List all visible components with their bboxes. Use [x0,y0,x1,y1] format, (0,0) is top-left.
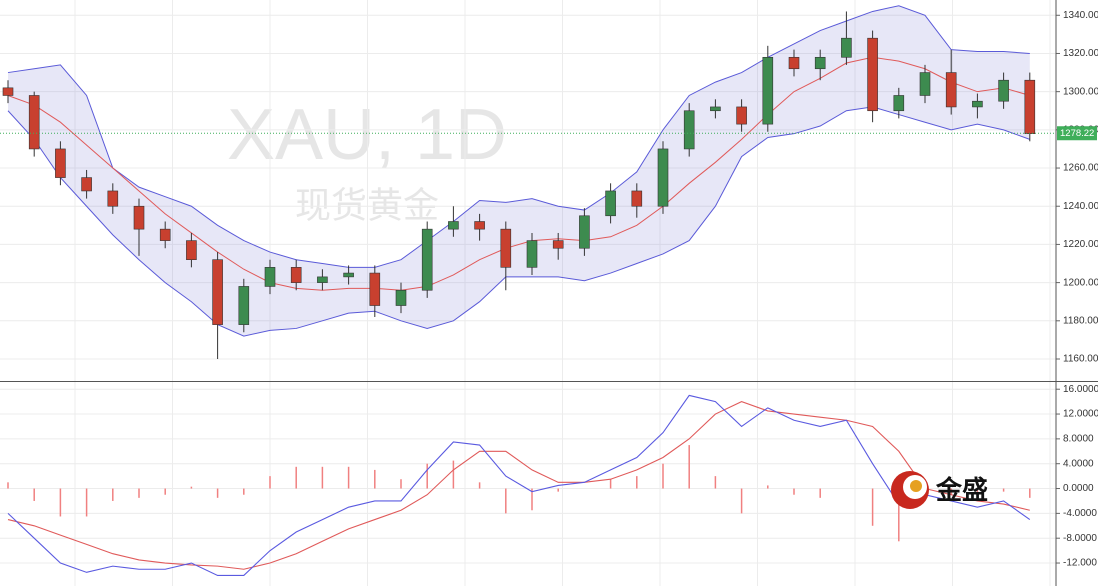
last-price-label: 1278.22 [1060,128,1094,139]
y-tick-label: 1160.00 [1063,354,1098,365]
candle-body [28,95,40,150]
y-tick-label: 1200.00 [1063,277,1098,288]
candle-body [893,95,905,112]
y-tick-label: 1240.00 [1063,201,1098,212]
candle-body [657,148,669,207]
candle-body [605,190,616,217]
y-tick-label: 1220.00 [1063,239,1098,250]
candle-body [736,106,747,125]
candle-body [343,272,354,278]
y-tick-label: 1340.00 [1063,10,1098,21]
candle-body [317,276,328,283]
candle-body [369,272,381,306]
y-tick-label: -12.000 [1063,558,1097,569]
last-price-box [1057,126,1097,141]
candle-body [448,221,459,230]
candle-body [81,177,92,192]
band-fill [8,5,1030,337]
y-tick-label: 1320.00 [1063,48,1098,59]
candle-body [55,148,66,178]
candle-body [972,100,983,108]
candle-body [552,240,564,249]
y-tick-label: -8.0000 [1063,533,1097,544]
band-upper [7,5,1030,268]
candle-body [867,37,878,112]
candle-body [710,106,721,112]
candle-body [788,56,800,70]
candle-body [290,267,302,283]
candle-body [107,190,119,207]
candle-body [631,190,643,207]
candle-body [762,56,774,125]
candle-body [264,267,276,287]
y-tick-label: 8.0000 [1063,434,1094,445]
candle-body [421,228,433,291]
candle-body [998,79,1009,102]
candle-body [683,110,695,150]
candle-body [919,72,931,96]
candle-body [238,286,250,325]
candle-body [186,240,197,260]
dea-line [7,401,1030,570]
y-tick-label: 12.0000 [1063,409,1098,420]
candle-body [133,205,145,230]
candle-body [841,37,852,58]
y-tick-label: 4.0000 [1063,458,1094,469]
candle-body [579,215,590,249]
y-tick-label: 16.0000 [1063,384,1098,395]
candle-body [2,87,14,96]
candle-body [814,56,826,70]
y-tick-label: 1260.00 [1063,163,1098,174]
candle-body [945,72,957,108]
candle-body [159,228,171,241]
y-tick-label: 0.0000 [1063,483,1094,494]
dif-line [7,394,1031,576]
candle-body [500,228,512,268]
candle-body [395,289,407,306]
y-tick-label: 1300.00 [1063,86,1098,97]
logo-dot [910,480,922,492]
y-tick-label: 1180.00 [1063,315,1098,326]
band-lower [7,106,1030,337]
candle-body [474,221,485,230]
logo-text: 金盛 [935,475,988,505]
candle-body [212,259,223,325]
candle-body [1024,79,1036,134]
band-middle [7,56,1030,291]
candle-body [526,240,538,268]
logo: 金盛 [891,471,988,509]
y-tick-label: -4.0000 [1063,508,1097,519]
